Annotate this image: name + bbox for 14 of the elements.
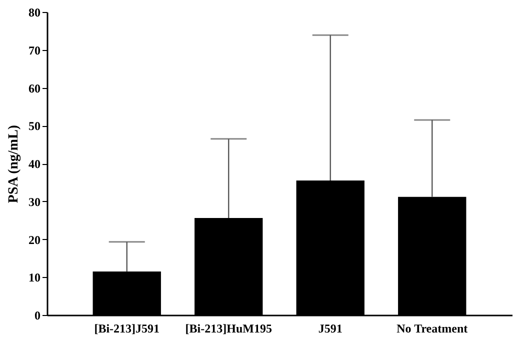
y-tick-label: 40 bbox=[28, 157, 40, 171]
y-tick-label: 60 bbox=[28, 81, 40, 96]
x-tick-label: [Bi-213]J591 bbox=[94, 322, 160, 336]
y-axis-title: PSA (ng/mL) bbox=[6, 124, 22, 204]
y-tick-label: 70 bbox=[28, 43, 40, 58]
y-tick-label: 30 bbox=[28, 194, 40, 209]
x-tick-label: [Bi-213]HuM195 bbox=[185, 322, 272, 336]
y-tick-label: 0 bbox=[34, 308, 40, 322]
x-tick-label: J591 bbox=[318, 322, 342, 336]
y-tick-label: 50 bbox=[28, 119, 40, 134]
y-tick-label: 80 bbox=[28, 6, 40, 20]
x-tick-label: No Treatment bbox=[396, 322, 468, 336]
y-tick-label: 20 bbox=[28, 232, 40, 247]
y-tick-label: 10 bbox=[28, 270, 40, 285]
